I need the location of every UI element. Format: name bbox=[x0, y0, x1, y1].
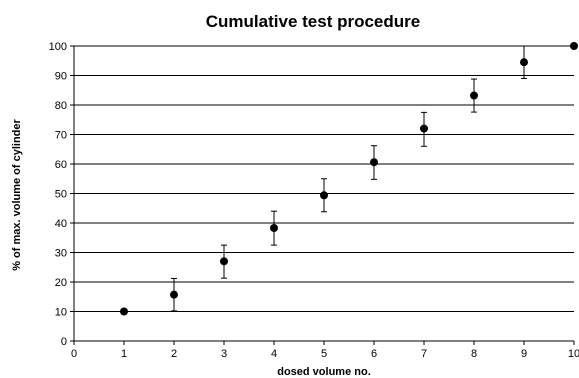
y-tick-label: 90 bbox=[55, 71, 67, 83]
x-tick-label: 8 bbox=[471, 348, 477, 360]
x-tick-label: 2 bbox=[171, 348, 177, 360]
x-tick-label: 0 bbox=[71, 348, 77, 360]
y-tick-label: 20 bbox=[55, 277, 67, 289]
y-axis-label: % of max. volume of cylinder bbox=[11, 118, 23, 270]
x-tick-label: 4 bbox=[271, 348, 277, 360]
chart-title: Cumulative test procedure bbox=[206, 12, 420, 31]
data-point bbox=[270, 224, 278, 232]
x-tick-label: 6 bbox=[371, 348, 377, 360]
y-tick-label: 40 bbox=[55, 218, 67, 230]
data-point bbox=[170, 291, 178, 299]
x-tick-label: 1 bbox=[121, 348, 127, 360]
data-point bbox=[220, 257, 228, 265]
x-axis-label: dosed volume no. bbox=[277, 366, 371, 378]
x-tick-label: 3 bbox=[221, 348, 227, 360]
y-tick-label: 30 bbox=[55, 248, 67, 260]
data-point bbox=[320, 191, 328, 199]
y-tick-label: 80 bbox=[55, 100, 67, 112]
tick-labels: 0 10 20 30 40 50 60 70 80 90 100 0 1 2 3 4 5 6 7 8 9 10 bbox=[49, 41, 579, 360]
error-bars bbox=[171, 46, 527, 311]
y-tick-label: 70 bbox=[55, 130, 67, 142]
x-tick-label: 7 bbox=[421, 348, 427, 360]
y-tick-label: 60 bbox=[55, 159, 67, 171]
x-tick-label: 5 bbox=[321, 348, 327, 360]
data-point bbox=[370, 158, 378, 166]
data-point bbox=[120, 308, 128, 316]
data-points bbox=[120, 42, 578, 316]
y-tick-label: 50 bbox=[55, 189, 67, 201]
y-tick-label: 10 bbox=[55, 307, 67, 319]
data-point bbox=[470, 92, 478, 100]
data-point bbox=[570, 42, 578, 50]
data-point bbox=[420, 125, 428, 133]
y-tick-label: 100 bbox=[49, 41, 67, 53]
x-tick-label: 9 bbox=[521, 348, 527, 360]
x-tick-label: 10 bbox=[568, 348, 579, 360]
y-tick-label: 0 bbox=[61, 336, 67, 348]
data-point bbox=[520, 58, 528, 66]
